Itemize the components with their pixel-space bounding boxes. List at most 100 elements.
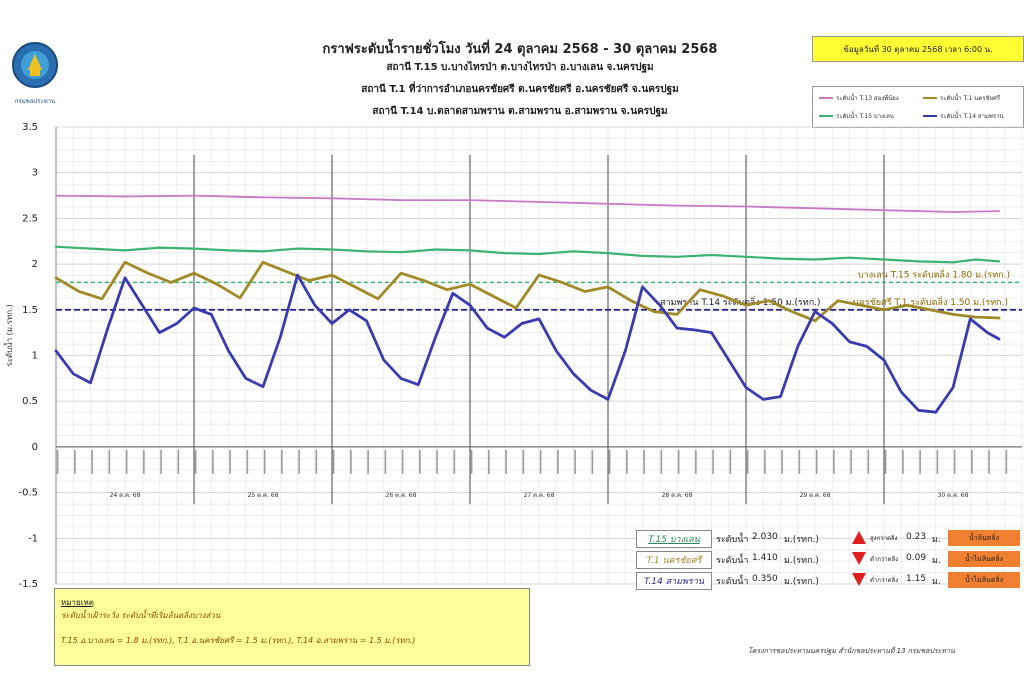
y-tick-label: -1.5 [18, 579, 38, 590]
legend-item-t13: ระดับน้ำ T.13 สองพี่น้อง [819, 93, 899, 103]
legend-item-t1: ระดับน้ำ T.1 นครชัยศรี [923, 93, 1000, 103]
hour-tick-mark [574, 449, 576, 474]
hour-tick-mark [781, 449, 783, 474]
stat-change-unit: ม. [932, 535, 941, 545]
hour-tick-mark [453, 449, 456, 474]
chart-legend: ระดับน้ำ T.13 สองพี่น้อง ระดับน้ำ T.1 นค… [812, 86, 1024, 128]
hour-tick-mark [522, 449, 525, 474]
hour-tick-mark [729, 449, 732, 474]
hour-tick-mark [315, 449, 318, 474]
note-thresholds: T.15 อ.บางเลน = 1.8 ม.(รทก.), T.1 อ.นครช… [61, 636, 416, 645]
y-tick-label: 2.5 [22, 213, 38, 224]
stat-label: ระดับน้ำ [716, 577, 749, 587]
stat-station-name: T.15 บางเลน [636, 530, 712, 548]
hour-tick-mark [177, 449, 180, 474]
station-t14-title: สถานี T.14 บ.ตลาดสามพราน ต.สามพราน อ.สาม… [372, 106, 668, 117]
y-tick-label: -1 [28, 533, 38, 544]
hour-tick-mark [746, 449, 749, 474]
station-t1-title: สถานี T.1 ที่ว่าการอำเภอนครชัยศรี ต.นครช… [361, 84, 679, 95]
day-label: 26 ต.ค. 68 [386, 492, 417, 499]
hour-tick-mark [401, 449, 404, 474]
hour-tick-mark [212, 449, 214, 474]
station-t15-title: สถานี T.15 บ.บางไทรป่า ต.บางไทรป่า อ.บาง… [386, 62, 654, 73]
day-label: 24 ต.ค. 68 [110, 492, 141, 499]
series-line-t15 [54, 245, 1001, 264]
y-tick-label: -0.5 [18, 488, 38, 499]
hour-tick-mark [143, 449, 145, 474]
stat-change: 0.09 [906, 553, 927, 563]
day-label: 27 ต.ค. 68 [524, 492, 555, 499]
note-title: หมายเหตุ [61, 598, 94, 607]
hour-tick-mark [160, 449, 162, 474]
hour-tick-mark [815, 449, 818, 474]
hour-tick-mark [695, 449, 697, 474]
legend-label: ระดับน้ำ T.1 นครชัยศรี [940, 95, 1001, 102]
y-tick-label: 0.5 [22, 396, 38, 407]
hour-tick-mark [488, 449, 490, 474]
stat-value: 0.350 [752, 574, 778, 584]
hour-tick-mark [1005, 449, 1008, 474]
stat-unit: ม.(รทก.) [784, 535, 819, 545]
threshold-label-t1: นครชัยศรี T.1 ระดับตลิ่ง 1.50 ม.(รทก.) [853, 295, 1008, 308]
day-label: 29 ต.ค. 68 [800, 492, 831, 499]
y-tick-label: 3.5 [22, 122, 38, 133]
legend-swatch [819, 115, 833, 117]
status-badge: น้ำล้นตลิ่ง [948, 530, 1020, 546]
day-label: 30 ต.ค. 68 [938, 492, 969, 499]
hour-tick-mark [367, 449, 369, 474]
stat-row-t14: T.14 สามพราน ระดับน้ำ 0.350 ม.(รทก.) ต่ำ… [636, 572, 1022, 590]
hour-tick-mark [971, 449, 973, 474]
hour-tick-mark [608, 449, 611, 474]
stat-change: 1.15 [906, 574, 927, 584]
stat-row-t15: T.15 บางเลน ระดับน้ำ 2.030 ม.(รทก.) สูงก… [636, 530, 1022, 548]
hour-tick-mark [56, 449, 59, 474]
y-tick-label: 0 [32, 442, 38, 453]
hour-tick-mark [953, 449, 956, 474]
y-tick-label: 1 [32, 351, 38, 362]
hour-tick-mark [229, 449, 231, 474]
hour-tick-mark [194, 449, 197, 474]
hour-tick-mark [884, 449, 887, 474]
note-subtitle: ระดับน้ำเฝ้าระวัง ระดับน้ำที่เริ่มล้นตลิ… [61, 611, 221, 620]
hour-tick-mark [263, 449, 266, 474]
threshold-label-t15: บางเลน T.15 ระดับตลิ่ง 1.80 ม.(รทก.) [858, 267, 1010, 280]
hour-tick-mark [591, 449, 594, 474]
status-badge: น้ำไม่ล้นตลิ่ง [948, 551, 1020, 567]
stat-label: ระดับน้ำ [716, 535, 749, 545]
logo-text: กรมชลประทาน [14, 98, 56, 105]
hour-tick-mark [384, 449, 387, 474]
hour-tick-mark [470, 449, 473, 474]
hour-tick-mark [505, 449, 507, 474]
hour-tick-mark [125, 449, 128, 474]
hour-tick-mark [436, 449, 438, 474]
trend-up-icon [852, 531, 866, 544]
trend-down-icon [852, 552, 866, 565]
stat-label: ระดับน้ำ [716, 556, 749, 566]
y-tick-label: 3 [32, 168, 38, 179]
stat-value: 1.410 [752, 553, 778, 563]
stat-station-name: T.1 นครชัยศรี [636, 551, 712, 569]
hour-tick-mark [798, 449, 801, 474]
hour-tick-mark [936, 449, 939, 474]
y-tick-label: 2 [32, 259, 38, 270]
status-badge: น้ำไม่ล้นตลิ่ง [948, 572, 1020, 588]
legend-item-t14: ระดับน้ำ T.14 สามพราน [923, 111, 1004, 121]
stat-station-name: T.14 สามพราน [636, 572, 712, 590]
day-label: 28 ต.ค. 68 [662, 492, 693, 499]
hour-tick-mark [350, 449, 352, 474]
hour-tick-mark [281, 449, 283, 474]
series-line-t1 [54, 260, 1001, 323]
legend-swatch [819, 97, 833, 99]
stat-row-t1: T.1 นครชัยศรี ระดับน้ำ 1.410 ม.(รทก.) ต่… [636, 551, 1022, 569]
trend-down-icon [852, 573, 866, 586]
hour-tick-mark [419, 449, 421, 474]
hour-tick-mark [246, 449, 249, 474]
hour-tick-mark [988, 449, 990, 474]
credit-text: โครงการชลประทานนครปฐม สำนักชลประทานที่ 1… [748, 647, 955, 655]
hour-tick-mark [298, 449, 300, 474]
legend-label: ระดับน้ำ T.14 สามพราน [940, 113, 1004, 120]
stat-change-unit: ม. [932, 556, 941, 566]
threshold-label-t14: สามพราน T.14 ระดับตลิ่ง 1.50 ม.(รทก.) [660, 295, 821, 308]
hour-tick-mark [867, 449, 870, 474]
stat-value: 2.030 [752, 532, 778, 542]
